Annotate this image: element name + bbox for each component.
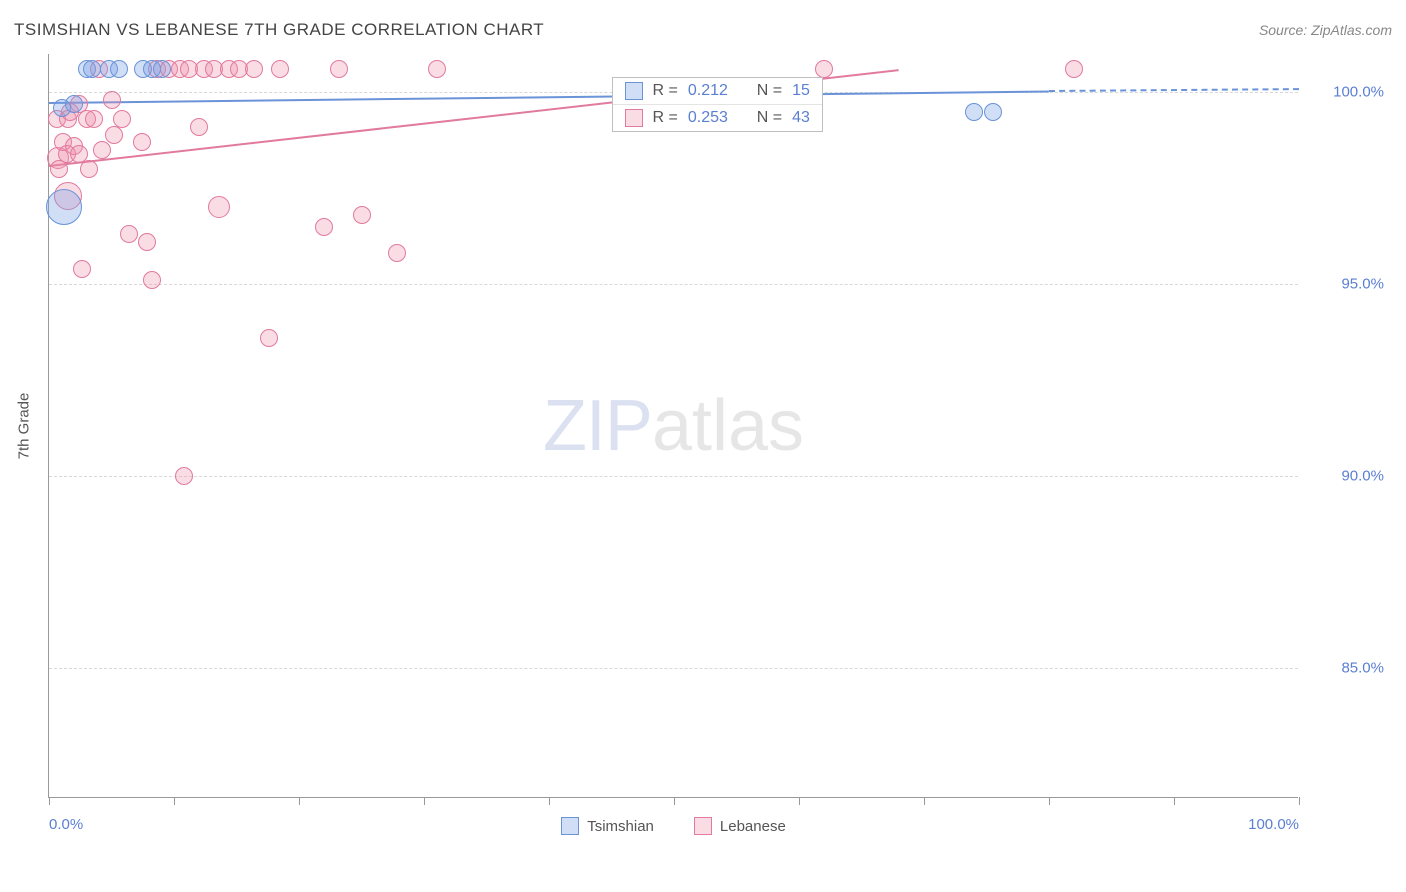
stat-r-label: R =: [653, 82, 678, 100]
legend-label: Tsimshian: [587, 818, 654, 835]
data-point: [271, 60, 289, 78]
stat-r-value: 0.253: [688, 109, 728, 127]
data-point: [50, 160, 68, 178]
data-point: [1065, 60, 1083, 78]
stat-n-label: N =: [757, 82, 782, 100]
x-tick: [174, 797, 175, 805]
data-point: [175, 467, 193, 485]
data-point: [83, 60, 101, 78]
data-point: [153, 60, 171, 78]
data-point: [65, 95, 83, 113]
data-point: [815, 60, 833, 78]
data-point: [80, 160, 98, 178]
watermark: ZIPatlas: [543, 385, 804, 467]
y-tick-label: 85.0%: [1304, 659, 1384, 676]
data-point: [46, 189, 82, 225]
stat-n-value: 15: [792, 82, 810, 100]
stat-r-label: R =: [653, 109, 678, 127]
series-swatch: [625, 82, 643, 100]
x-tick: [1299, 797, 1300, 805]
stats-row: R = 0.212 N = 15: [613, 78, 822, 104]
data-point: [208, 196, 230, 218]
data-point: [260, 329, 278, 347]
x-tick: [549, 797, 550, 805]
legend-swatch: [694, 817, 712, 835]
x-tick: [299, 797, 300, 805]
data-point: [143, 271, 161, 289]
chart-source: Source: ZipAtlas.com: [1259, 22, 1392, 38]
gridline: [49, 284, 1298, 285]
data-point: [353, 206, 371, 224]
gridline: [49, 476, 1298, 477]
data-point: [330, 60, 348, 78]
data-point: [85, 110, 103, 128]
data-point: [245, 60, 263, 78]
data-point: [138, 233, 156, 251]
y-tick-label: 90.0%: [1304, 467, 1384, 484]
gridline: [49, 668, 1298, 669]
data-point: [73, 260, 91, 278]
data-point: [120, 225, 138, 243]
data-point: [388, 244, 406, 262]
x-tick: [924, 797, 925, 805]
chart-header: TSIMSHIAN VS LEBANESE 7TH GRADE CORRELAT…: [14, 20, 1392, 40]
data-point: [105, 126, 123, 144]
watermark-atlas: atlas: [652, 386, 804, 466]
x-tick: [799, 797, 800, 805]
x-tick: [49, 797, 50, 805]
data-point: [965, 103, 983, 121]
y-axis-label: 7th Grade: [16, 393, 33, 460]
data-point: [93, 141, 111, 159]
stat-n-label: N =: [757, 109, 782, 127]
data-point: [133, 133, 151, 151]
legend: Tsimshian Lebanese: [49, 817, 1298, 835]
legend-item: Tsimshian: [561, 817, 654, 835]
x-tick: [424, 797, 425, 805]
legend-item: Lebanese: [694, 817, 786, 835]
legend-swatch: [561, 817, 579, 835]
data-point: [103, 91, 121, 109]
y-tick-label: 100.0%: [1304, 84, 1384, 101]
data-point: [428, 60, 446, 78]
legend-label: Lebanese: [720, 818, 786, 835]
plot-area: ZIPatlas 85.0%90.0%95.0%100.0%0.0%100.0%…: [48, 54, 1298, 798]
data-point: [190, 118, 208, 136]
watermark-zip: ZIP: [543, 386, 652, 466]
data-point: [113, 110, 131, 128]
stats-box: R = 0.212 N = 15 R = 0.253 N = 43: [612, 77, 823, 132]
y-tick-label: 95.0%: [1304, 276, 1384, 293]
chart-title: TSIMSHIAN VS LEBANESE 7TH GRADE CORRELAT…: [14, 20, 544, 40]
x-tick: [674, 797, 675, 805]
stat-r-value: 0.212: [688, 82, 728, 100]
x-tick: [1049, 797, 1050, 805]
x-tick: [1174, 797, 1175, 805]
data-point: [984, 103, 1002, 121]
data-point: [315, 218, 333, 236]
series-swatch: [625, 109, 643, 127]
stats-row: R = 0.253 N = 43: [613, 104, 822, 131]
data-point: [110, 60, 128, 78]
stat-n-value: 43: [792, 109, 810, 127]
